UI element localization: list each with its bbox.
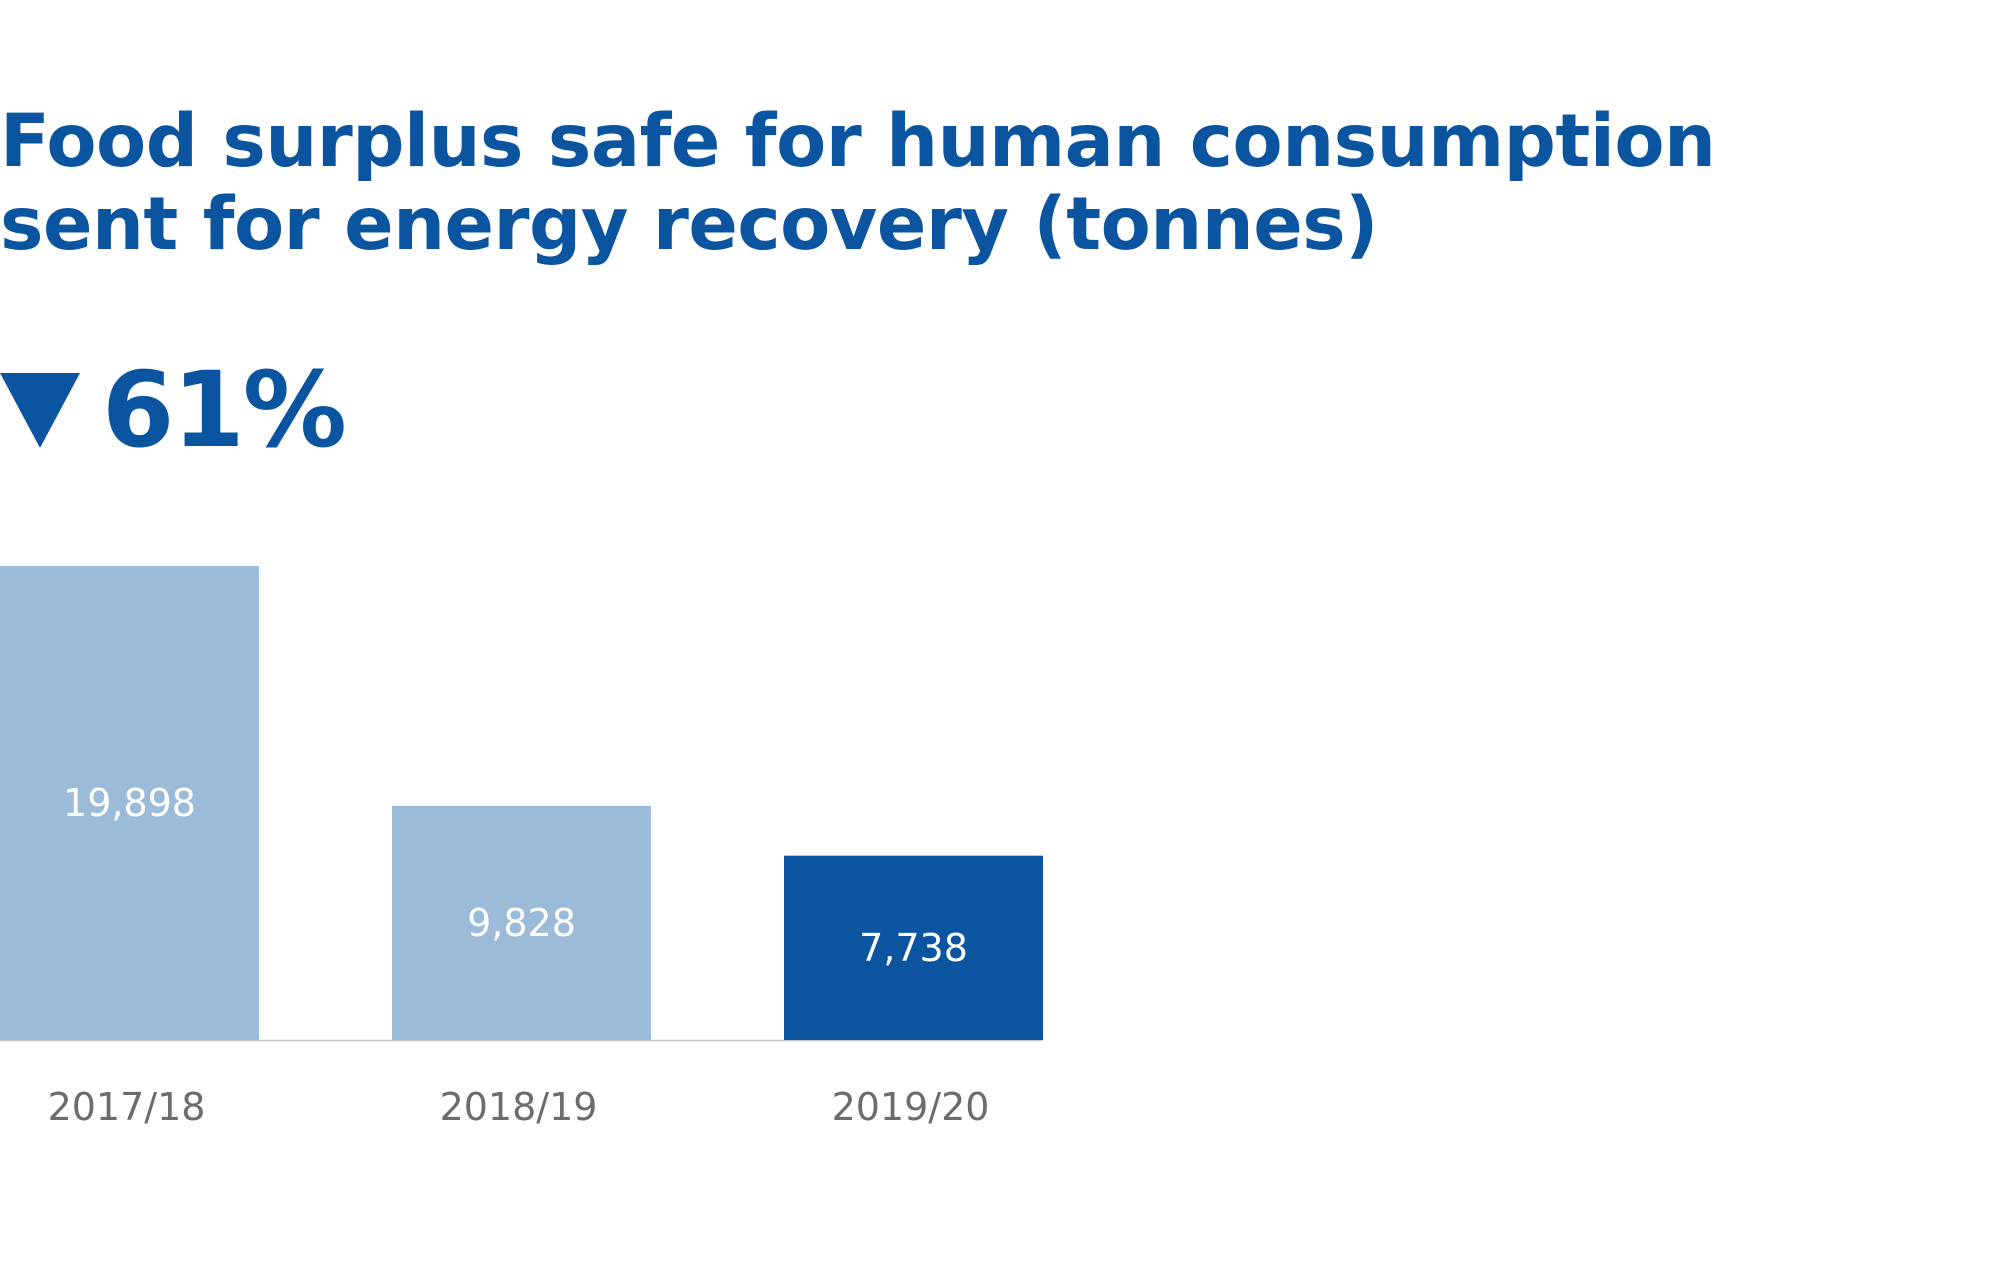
- bar-value-label: 9,828: [467, 901, 576, 945]
- bar-2019-20: [784, 855, 1043, 1040]
- change-percentage: 61%: [102, 349, 347, 471]
- chart-title: Food surplus safe for human consumption …: [0, 99, 1716, 267]
- chart-title-line-1: Food surplus safe for human consumption: [0, 99, 1716, 184]
- x-tick-label: 2017/18: [48, 1085, 206, 1129]
- bar-2017-18: [0, 566, 259, 1040]
- chart-title-line-2: sent for energy recovery (tonnes): [0, 182, 1379, 267]
- bar-value-label: 19,898: [63, 781, 196, 825]
- bar-value-label: 7,738: [859, 926, 968, 970]
- x-tick-label: 2019/20: [832, 1085, 990, 1129]
- bar-chart: 19,898 2017/18 9,828 2018/19 7,738 2019/20: [0, 566, 1043, 1129]
- bar-2018-19: [392, 805, 651, 1040]
- x-tick-label: 2018/19: [440, 1085, 598, 1129]
- change-indicator: 61%: [0, 349, 347, 471]
- triangle-down-icon: [0, 372, 80, 448]
